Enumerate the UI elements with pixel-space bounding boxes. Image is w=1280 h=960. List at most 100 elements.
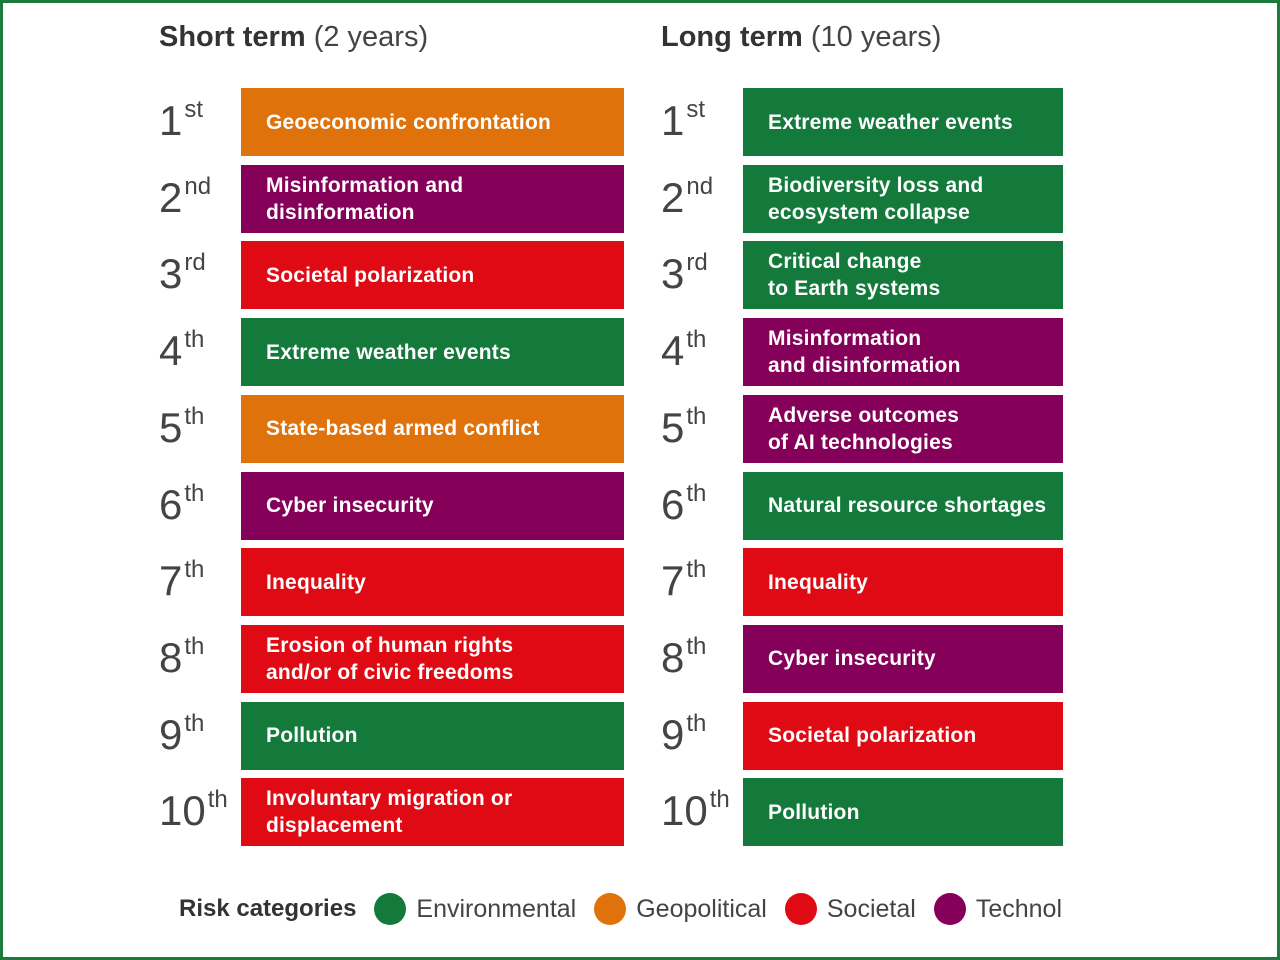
- risk-text: Societal polarization: [768, 724, 977, 748]
- risk-box: Cyber insecurity: [241, 471, 624, 540]
- rank: 3rd: [159, 249, 206, 298]
- column-heading: Short term (2 years): [159, 21, 428, 54]
- heading-light: (2 years): [313, 21, 429, 53]
- rank-suffix: th: [184, 326, 205, 354]
- rank: 8th: [661, 633, 706, 682]
- rank-number: 7: [159, 557, 183, 605]
- rank: 2nd: [159, 173, 211, 222]
- rank: 1st: [159, 96, 203, 145]
- rank-suffix: rd: [184, 249, 206, 277]
- risk-text: and disinformation: [768, 354, 961, 378]
- risk-text: Cyber insecurity: [266, 494, 434, 517]
- rank-suffix: th: [184, 709, 205, 737]
- legend-swatch: [594, 893, 627, 925]
- rank: 7th: [661, 556, 706, 605]
- risk-text: to Earth systems: [768, 277, 941, 301]
- risk-text: Extreme weather events: [768, 110, 1013, 134]
- column-heading: Long term (10 years): [661, 21, 941, 54]
- legend-label: Environmental: [416, 894, 577, 923]
- rank-number: 3: [159, 250, 183, 298]
- rank: 10th: [159, 786, 228, 835]
- risk-box: Inequality: [743, 548, 1063, 617]
- risk-box: Biodiversity loss and ecosystem collapse: [743, 164, 1063, 233]
- rank-suffix: th: [184, 402, 205, 430]
- risk-text: of AI technologies: [768, 430, 953, 454]
- rank-number: 5: [661, 403, 685, 451]
- rank-suffix: th: [184, 479, 205, 507]
- risk-box: Natural resource shortages: [743, 471, 1063, 540]
- legend: Risk categories Environmental Geopolitical…: [179, 889, 1063, 929]
- rank: 4th: [159, 326, 204, 375]
- rank-number: 4: [159, 327, 183, 375]
- risk-text: Extreme weather events: [266, 340, 511, 364]
- rank-suffix: th: [686, 632, 707, 660]
- rank-suffix: th: [686, 556, 707, 584]
- rank-suffix: th: [207, 786, 228, 814]
- risk-box: Extreme weather events: [743, 88, 1063, 156]
- rank-number: 10: [661, 787, 708, 835]
- risk-text: ecosystem collapse: [768, 200, 971, 224]
- rank-suffix: rd: [686, 249, 708, 277]
- rank: 8th: [159, 633, 204, 682]
- rank: 9th: [159, 710, 204, 759]
- risk-box: Involuntary migration or displacement: [241, 778, 624, 847]
- rank-number: 6: [159, 480, 183, 528]
- rank-suffix: th: [686, 326, 707, 354]
- risk-text: Inequality: [266, 570, 367, 594]
- legend-swatch: [933, 893, 966, 925]
- rank-suffix: th: [686, 402, 707, 430]
- risk-box: Societal polarization: [241, 241, 624, 310]
- rank: 6th: [661, 480, 706, 529]
- rank-suffix: st: [686, 96, 706, 123]
- heading-light: (10 years): [810, 21, 942, 53]
- rank-number: 8: [159, 633, 183, 681]
- heading-bold: Long term: [661, 21, 803, 53]
- risk-box: Adverse outcomes of AI technologies: [743, 394, 1063, 463]
- rank-number: 1: [159, 97, 183, 144]
- risk-box: Erosion of human rights and/or of civic f…: [241, 624, 624, 693]
- legend-swatch: [784, 893, 817, 925]
- risk-box: Cyber insecurity: [743, 624, 1063, 693]
- rank-number: 1: [661, 97, 685, 144]
- risk-text: Misinformation: [768, 327, 922, 351]
- rank-suffix: st: [184, 96, 204, 123]
- risk-box: Extreme weather events: [241, 318, 624, 387]
- risk-text: Critical change: [768, 250, 922, 274]
- risk-text: Erosion of human rights: [266, 633, 514, 657]
- risk-box: Societal polarization: [743, 701, 1063, 770]
- rank: 3rd: [661, 249, 708, 298]
- risk-box: Pollution: [241, 701, 624, 770]
- rank: 2nd: [661, 173, 713, 222]
- rank-suffix: th: [686, 479, 707, 507]
- rank: 7th: [159, 556, 204, 605]
- rank-suffix: nd: [686, 172, 714, 200]
- risk-box: Geoeconomic confrontation: [241, 88, 624, 156]
- rank-suffix: th: [184, 632, 205, 660]
- legend-label: Societal: [826, 894, 916, 923]
- rank-number: 4: [661, 327, 685, 375]
- risk-text: Pollution: [266, 724, 358, 748]
- risk-box: Misinformation and disinformation: [241, 164, 624, 233]
- risk-text: Geoeconomic confrontation: [266, 110, 552, 134]
- legend-swatch: [374, 893, 407, 925]
- rank-suffix: th: [184, 556, 205, 584]
- risk-text: Societal polarization: [266, 263, 475, 287]
- rank: 1st: [661, 96, 705, 145]
- rank-number: 8: [661, 633, 685, 681]
- rank-number: 5: [159, 403, 183, 451]
- risk-text: Adverse outcomes: [768, 403, 960, 427]
- risk-box: Misinformation and disinformation: [743, 318, 1063, 387]
- risk-text: disinformation: [266, 200, 415, 224]
- rank-number: 6: [661, 480, 685, 528]
- risk-box: State-based armed conflict: [241, 394, 624, 463]
- risk-box: Pollution: [743, 778, 1063, 847]
- legend-title: Risk categories: [179, 895, 357, 922]
- rank-number: 9: [661, 710, 685, 758]
- risk-text: Cyber insecurity: [768, 647, 936, 671]
- risk-box: Critical change to Earth systems: [743, 241, 1063, 310]
- rank-number: 3: [661, 250, 685, 298]
- risk-text: displacement: [266, 814, 403, 838]
- risk-text: Inequality: [768, 570, 869, 594]
- rank-number: 10: [159, 787, 206, 835]
